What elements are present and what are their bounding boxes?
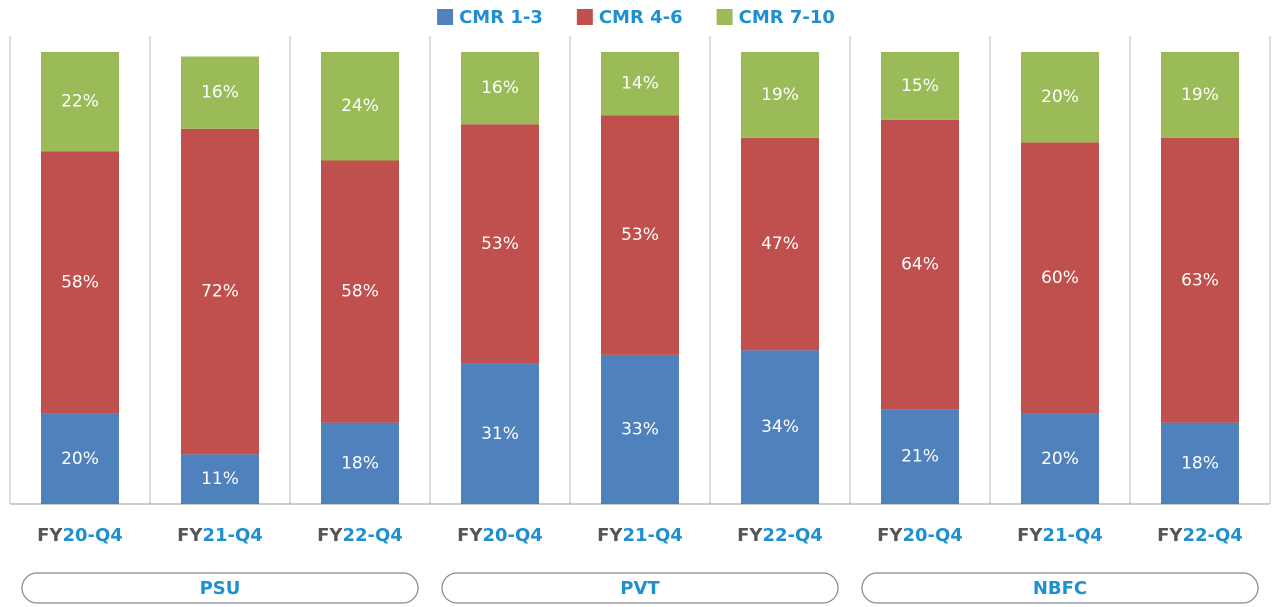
bar-segment [321, 52, 399, 161]
value-label: 14% [621, 74, 659, 94]
bar-segment [601, 115, 679, 355]
value-label: 20% [1041, 87, 1079, 107]
value-label: 19% [761, 85, 799, 105]
legend-swatch [576, 9, 593, 25]
bar-segment [41, 52, 119, 152]
bar-segment [741, 350, 819, 504]
bar-segment [881, 52, 959, 120]
value-label: 34% [761, 417, 799, 437]
bar-segment [1021, 413, 1099, 504]
bar-segment [461, 124, 539, 364]
group-box [21, 572, 419, 604]
value-label: 58% [341, 282, 379, 302]
bar-segment [881, 409, 959, 504]
legend: CMR 1-3 CMR 4-6 CMR 7-10 [437, 7, 835, 28]
value-label: 11% [201, 469, 239, 489]
value-label: 64% [901, 254, 939, 274]
legend-swatch [716, 9, 733, 25]
bar-segment [881, 119, 959, 410]
group-box [441, 572, 839, 604]
bar-segment [741, 137, 819, 351]
x-tick-label: FY21-Q4 [597, 525, 683, 546]
value-label: 20% [61, 449, 99, 469]
x-tick-label: FY22-Q4 [737, 525, 823, 546]
value-label: 24% [341, 96, 379, 116]
x-tick-label: FY22-Q4 [317, 525, 403, 546]
value-label: 31% [481, 424, 519, 444]
bar-segment [181, 454, 259, 504]
bar-segment [1021, 52, 1099, 143]
x-tick-label: FY21-Q4 [1017, 525, 1103, 546]
legend-label: CMR 1-3 [459, 7, 543, 28]
value-label: 19% [1181, 85, 1219, 105]
group-label: NBFC [1033, 578, 1087, 599]
bar-segment [1161, 422, 1239, 504]
legend-swatch [437, 9, 454, 25]
bar-segment [41, 413, 119, 504]
value-label: 47% [761, 234, 799, 254]
value-label: 53% [621, 225, 659, 245]
bar-segment [41, 151, 119, 414]
bar-segment [461, 52, 539, 125]
value-label: 58% [61, 273, 99, 293]
value-label: 18% [341, 453, 379, 473]
group-label: PSU [200, 578, 241, 599]
bar-segment [1161, 52, 1239, 138]
legend-label: CMR 7-10 [739, 7, 835, 28]
x-tick-label: FY22-Q4 [1157, 525, 1243, 546]
value-label: 72% [201, 282, 239, 302]
value-label: 16% [481, 78, 519, 98]
x-tick-label: FY21-Q4 [177, 525, 263, 546]
value-label: 18% [1181, 453, 1219, 473]
value-label: 33% [621, 419, 659, 439]
bar-segment [321, 422, 399, 504]
bar-segment [321, 160, 399, 423]
group-label: PVT [620, 578, 660, 599]
x-tick-label: FY20-Q4 [877, 525, 963, 546]
group-box [861, 572, 1259, 604]
bar-segment [741, 52, 819, 138]
value-label: 60% [1041, 268, 1079, 288]
bar-segment [1161, 137, 1239, 423]
value-label: 15% [901, 76, 939, 96]
x-tick-label: FY20-Q4 [457, 525, 543, 546]
value-label: 16% [201, 83, 239, 103]
value-label: 22% [61, 92, 99, 112]
bar-segment [461, 363, 539, 504]
bar-segment [181, 128, 259, 455]
bar-segment [181, 56, 259, 129]
value-label: 53% [481, 234, 519, 254]
x-tick-label: FY20-Q4 [37, 525, 123, 546]
value-label: 21% [901, 447, 939, 467]
value-label: 20% [1041, 449, 1079, 469]
bar-segment [601, 52, 679, 116]
bar-segment [1021, 142, 1099, 414]
bar-segment [601, 354, 679, 504]
legend-label: CMR 4-6 [599, 7, 683, 28]
value-label: 63% [1181, 270, 1219, 290]
